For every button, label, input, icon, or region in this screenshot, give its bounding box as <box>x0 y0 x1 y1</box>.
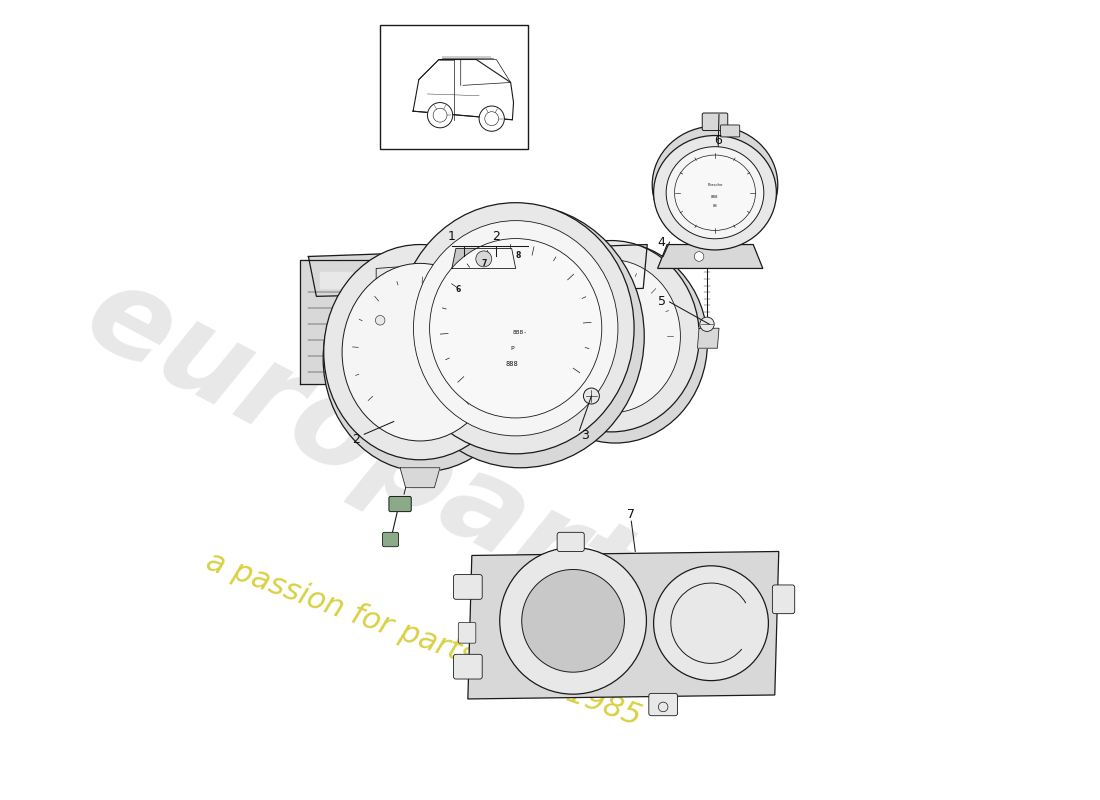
Circle shape <box>428 102 453 128</box>
FancyBboxPatch shape <box>453 574 482 599</box>
Ellipse shape <box>323 246 525 471</box>
Ellipse shape <box>652 126 778 243</box>
Text: 1: 1 <box>448 230 455 243</box>
FancyBboxPatch shape <box>702 113 728 130</box>
Polygon shape <box>400 468 440 488</box>
Ellipse shape <box>524 242 707 443</box>
Text: europarts: europarts <box>66 254 718 674</box>
Circle shape <box>485 112 498 126</box>
Circle shape <box>433 108 447 122</box>
Text: 6: 6 <box>456 285 461 294</box>
Text: 888: 888 <box>712 194 718 198</box>
FancyBboxPatch shape <box>772 585 794 614</box>
Polygon shape <box>308 245 647 296</box>
Text: P: P <box>510 346 514 350</box>
Circle shape <box>700 317 714 331</box>
FancyBboxPatch shape <box>557 532 584 551</box>
Ellipse shape <box>653 135 777 250</box>
Text: 8: 8 <box>515 250 520 260</box>
Text: 7: 7 <box>627 508 636 522</box>
Text: 2: 2 <box>492 230 499 243</box>
Text: 88: 88 <box>713 204 717 208</box>
Text: 3: 3 <box>581 429 589 442</box>
Circle shape <box>499 547 647 694</box>
FancyBboxPatch shape <box>389 497 411 512</box>
Text: Porsche: Porsche <box>707 182 723 186</box>
Polygon shape <box>697 328 719 348</box>
Text: 888-: 888- <box>513 330 527 334</box>
Circle shape <box>371 310 389 330</box>
Ellipse shape <box>674 155 756 230</box>
Ellipse shape <box>397 202 634 454</box>
Circle shape <box>659 702 668 712</box>
Text: a passion for parts since 1985: a passion for parts since 1985 <box>202 546 646 732</box>
FancyBboxPatch shape <box>459 622 476 643</box>
Polygon shape <box>376 265 432 288</box>
Ellipse shape <box>430 238 602 418</box>
Polygon shape <box>300 261 376 384</box>
Polygon shape <box>468 551 779 699</box>
Circle shape <box>583 388 600 404</box>
Text: 7: 7 <box>482 259 487 268</box>
Ellipse shape <box>542 260 681 413</box>
FancyBboxPatch shape <box>720 125 739 137</box>
Circle shape <box>375 315 385 325</box>
Text: 4: 4 <box>658 236 666 249</box>
Ellipse shape <box>524 241 700 432</box>
Circle shape <box>476 251 492 267</box>
Text: 888: 888 <box>505 361 518 367</box>
Text: 6: 6 <box>714 134 722 147</box>
Polygon shape <box>320 273 352 288</box>
FancyBboxPatch shape <box>381 26 528 149</box>
Circle shape <box>653 566 769 681</box>
Polygon shape <box>452 249 516 269</box>
Text: 5: 5 <box>658 295 666 309</box>
FancyBboxPatch shape <box>649 694 678 716</box>
Ellipse shape <box>414 221 618 436</box>
Circle shape <box>521 570 625 672</box>
Polygon shape <box>658 245 762 269</box>
Text: 2: 2 <box>352 433 360 446</box>
Circle shape <box>480 106 504 131</box>
Ellipse shape <box>667 146 763 238</box>
Circle shape <box>694 252 704 262</box>
Ellipse shape <box>342 263 498 441</box>
FancyBboxPatch shape <box>383 532 398 546</box>
Ellipse shape <box>397 205 645 468</box>
Ellipse shape <box>323 245 516 460</box>
FancyBboxPatch shape <box>453 654 482 679</box>
